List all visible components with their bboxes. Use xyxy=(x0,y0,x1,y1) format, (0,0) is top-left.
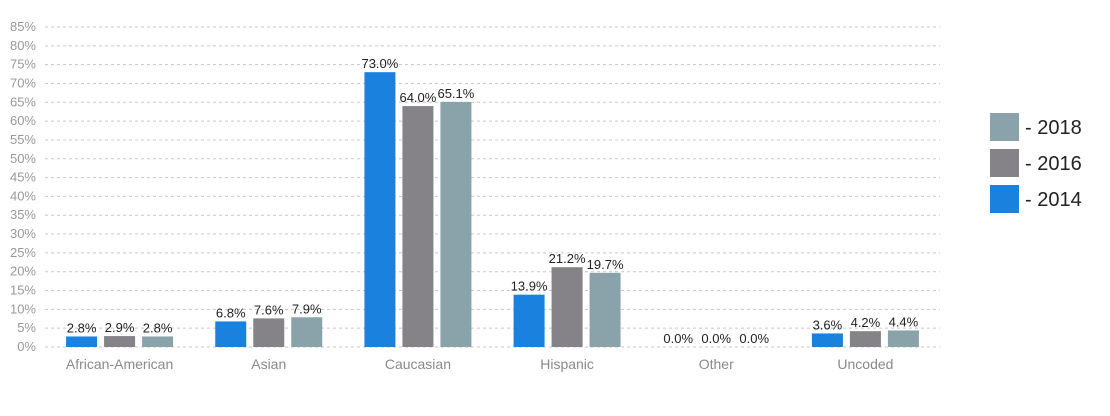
data-label: 64.0% xyxy=(399,90,436,105)
x-category-label: Caucasian xyxy=(385,356,451,372)
y-tick-label: 50% xyxy=(10,151,36,166)
data-label: 6.8% xyxy=(216,305,246,320)
y-tick-label: 15% xyxy=(10,283,36,298)
bar xyxy=(811,333,843,347)
data-label: 0.0% xyxy=(701,331,731,346)
legend-label: - 2014 xyxy=(1025,189,1082,211)
legend-swatch xyxy=(990,185,1019,213)
y-tick-label: 80% xyxy=(10,38,36,53)
y-tick-label: 0% xyxy=(17,339,36,354)
bar xyxy=(364,72,396,347)
bar xyxy=(253,318,285,347)
bar xyxy=(887,330,919,347)
y-tick-label: 60% xyxy=(10,113,36,128)
data-label: 0.0% xyxy=(739,331,769,346)
data-label: 73.0% xyxy=(361,56,398,71)
x-category-label: Other xyxy=(699,356,734,372)
legend-swatch xyxy=(990,113,1019,141)
data-label: 2.8% xyxy=(143,320,173,335)
legend: - 2018 - 2016 - 2014 xyxy=(990,113,1082,213)
bar xyxy=(402,106,434,347)
y-tick-label: 30% xyxy=(10,226,36,241)
legend-label: - 2016 xyxy=(1025,153,1082,175)
legend-label: - 2018 xyxy=(1025,117,1082,139)
bar xyxy=(513,294,545,347)
bar xyxy=(142,336,174,347)
data-label: 0.0% xyxy=(663,331,693,346)
x-category-label: Hispanic xyxy=(540,356,594,372)
y-tick-label: 65% xyxy=(10,94,36,109)
data-labels: 2.8% 2.9% 2.8% 6.8% 7.6% 7.9% 73.0% 64.0% 65.1% 1… xyxy=(67,56,919,346)
data-label: 4.4% xyxy=(889,314,919,329)
bar xyxy=(440,101,472,347)
gridlines xyxy=(45,26,940,348)
x-category-label: African-American xyxy=(66,356,173,372)
y-tick-label: 40% xyxy=(10,188,36,203)
bars xyxy=(66,72,919,347)
y-tick-label: 10% xyxy=(10,301,36,316)
y-tick-label: 70% xyxy=(10,75,36,90)
bar xyxy=(551,267,583,347)
legend-swatch xyxy=(990,149,1019,177)
y-tick-label: 20% xyxy=(10,264,36,279)
y-tick-label: 35% xyxy=(10,207,36,222)
y-axis: 0% 5% 10% 15% 20% 25% 30% 35% 40% 45% 50% 55% 60% 65%… xyxy=(10,19,36,354)
data-label: 65.1% xyxy=(437,86,474,101)
x-category-label: Asian xyxy=(251,356,286,372)
data-label: 4.2% xyxy=(851,315,881,330)
x-category-label: Uncoded xyxy=(837,356,893,372)
data-label: 3.6% xyxy=(813,317,843,332)
data-label: 2.9% xyxy=(105,320,135,335)
data-label: 2.8% xyxy=(67,320,97,335)
bar xyxy=(849,331,881,347)
bar xyxy=(589,272,621,347)
y-tick-label: 45% xyxy=(10,170,36,185)
data-label: 13.9% xyxy=(511,279,548,294)
data-label: 21.2% xyxy=(549,251,586,266)
bar xyxy=(104,336,136,347)
y-tick-label: 55% xyxy=(10,132,36,147)
y-tick-label: 5% xyxy=(17,320,36,335)
y-tick-label: 25% xyxy=(10,245,36,260)
y-tick-label: 75% xyxy=(10,57,36,72)
data-label: 7.6% xyxy=(254,302,284,317)
bar xyxy=(215,321,247,347)
x-axis: African-American Asian Caucasian Hispanic Ot… xyxy=(66,356,894,372)
y-tick-label: 85% xyxy=(10,19,36,34)
data-label: 7.9% xyxy=(292,301,322,316)
bar xyxy=(291,317,323,347)
bar xyxy=(66,336,98,347)
data-label: 19.7% xyxy=(587,257,624,272)
